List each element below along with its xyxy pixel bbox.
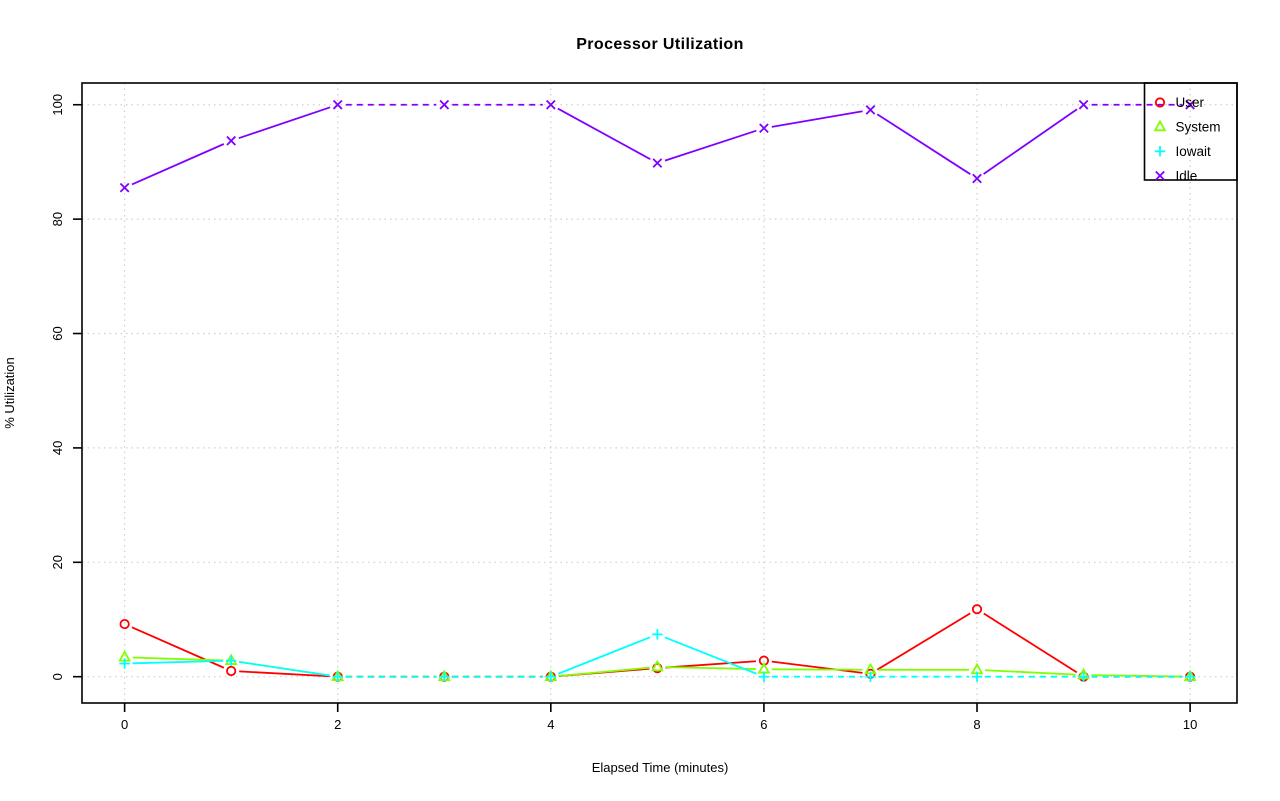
- series-line-segment: [132, 659, 224, 665]
- legend-label: Idle: [1176, 168, 1198, 183]
- series-line-segment: [876, 612, 971, 671]
- y-tick-label: 80: [50, 212, 65, 226]
- legend-label: Iowait: [1176, 144, 1212, 159]
- series-line-segment: [132, 656, 224, 662]
- legend-item-system: System: [1153, 119, 1221, 135]
- x-axis-label: Elapsed Time (minutes): [592, 760, 729, 775]
- data-point-iowait-3: [439, 671, 450, 682]
- series-line-segment: [239, 670, 330, 678]
- data-point-idle-6: [759, 123, 769, 134]
- y-tick-label: 60: [50, 326, 65, 340]
- data-point-iowait-6: [758, 671, 770, 682]
- x-tick-label: 4: [547, 717, 554, 732]
- data-point-user-1: [226, 665, 237, 677]
- series-line-segment: [664, 129, 757, 162]
- series-line-segment: [238, 106, 331, 140]
- y-axis-label: % Utilization: [2, 357, 17, 429]
- y-tick-label: 100: [50, 94, 65, 116]
- data-point-idle-4: [545, 99, 556, 110]
- plot-border: [81, 82, 1238, 704]
- series-line-segment: [771, 110, 863, 128]
- data-point-iowait-5: [652, 629, 663, 640]
- series-line-segment: [665, 666, 756, 670]
- circle-legend-icon: [1154, 97, 1166, 108]
- data-point-idle-5: [652, 158, 663, 168]
- legend-label: User: [1176, 95, 1205, 110]
- series-line-segment: [557, 107, 651, 161]
- series-line-segment: [983, 108, 1078, 175]
- legend: User System Iowait Idle: [1143, 82, 1238, 183]
- gridlines: [82, 83, 1237, 703]
- data-point-iowait-0: [119, 658, 130, 669]
- data-point-iowait-9: [1078, 671, 1089, 682]
- series-line-segment: [238, 660, 330, 677]
- data-series-layer: [118, 99, 1197, 682]
- data-point-idle-1: [226, 135, 237, 146]
- data-point-idle-7: [865, 105, 876, 115]
- data-point-idle-8: [972, 173, 982, 184]
- data-point-iowait-2: [332, 671, 343, 682]
- series-line-segment: [557, 636, 651, 675]
- data-point-idle-0: [119, 182, 130, 193]
- legend-item-iowait: Iowait: [1154, 144, 1212, 159]
- data-point-iowait-1: [225, 655, 237, 666]
- plus-legend-icon: [1154, 146, 1166, 157]
- data-point-iowait-7: [865, 671, 876, 682]
- data-point-user-0: [119, 618, 130, 630]
- legend-label: System: [1176, 120, 1221, 135]
- series-line-segment: [558, 666, 650, 677]
- series-line-segment: [876, 113, 971, 175]
- series-line-segment: [664, 636, 757, 675]
- series-line-segment: [665, 660, 757, 669]
- series-idle: [119, 99, 1195, 193]
- triangle-legend-icon: [1153, 119, 1167, 132]
- x-tick-label: 8: [973, 717, 980, 732]
- x-legend-icon: [1155, 170, 1165, 181]
- legend-item-idle: Idle: [1155, 168, 1198, 183]
- data-point-system-5: [650, 659, 664, 672]
- x-tick-label: 2: [334, 717, 341, 732]
- data-point-iowait-10: [1184, 671, 1196, 682]
- y-tick-label: 0: [50, 673, 65, 680]
- data-point-idle-3: [439, 99, 450, 110]
- series-line-segment: [771, 660, 863, 674]
- y-tick-label: 20: [50, 555, 65, 569]
- y-tick-label: 40: [50, 441, 65, 455]
- series-line-segment: [984, 669, 1076, 676]
- data-point-user-8: [971, 604, 983, 615]
- series-line-segment: [983, 612, 1078, 674]
- chart-title: Processor Utilization: [576, 36, 744, 53]
- x-tick-label: 10: [1183, 717, 1197, 732]
- data-point-iowait-8: [971, 671, 983, 682]
- x-tick-label: 0: [121, 717, 128, 732]
- legend-item-user: User: [1154, 95, 1205, 110]
- data-point-system-6: [757, 662, 771, 674]
- data-point-iowait-4: [545, 671, 557, 682]
- series-iowait: [119, 629, 1196, 682]
- series-line-segment: [131, 143, 225, 186]
- data-point-idle-10: [1185, 99, 1195, 110]
- data-point-idle-2: [332, 99, 343, 110]
- legend-box: [1143, 82, 1238, 181]
- x-tick-label: 6: [760, 717, 767, 732]
- data-point-idle-9: [1078, 99, 1089, 110]
